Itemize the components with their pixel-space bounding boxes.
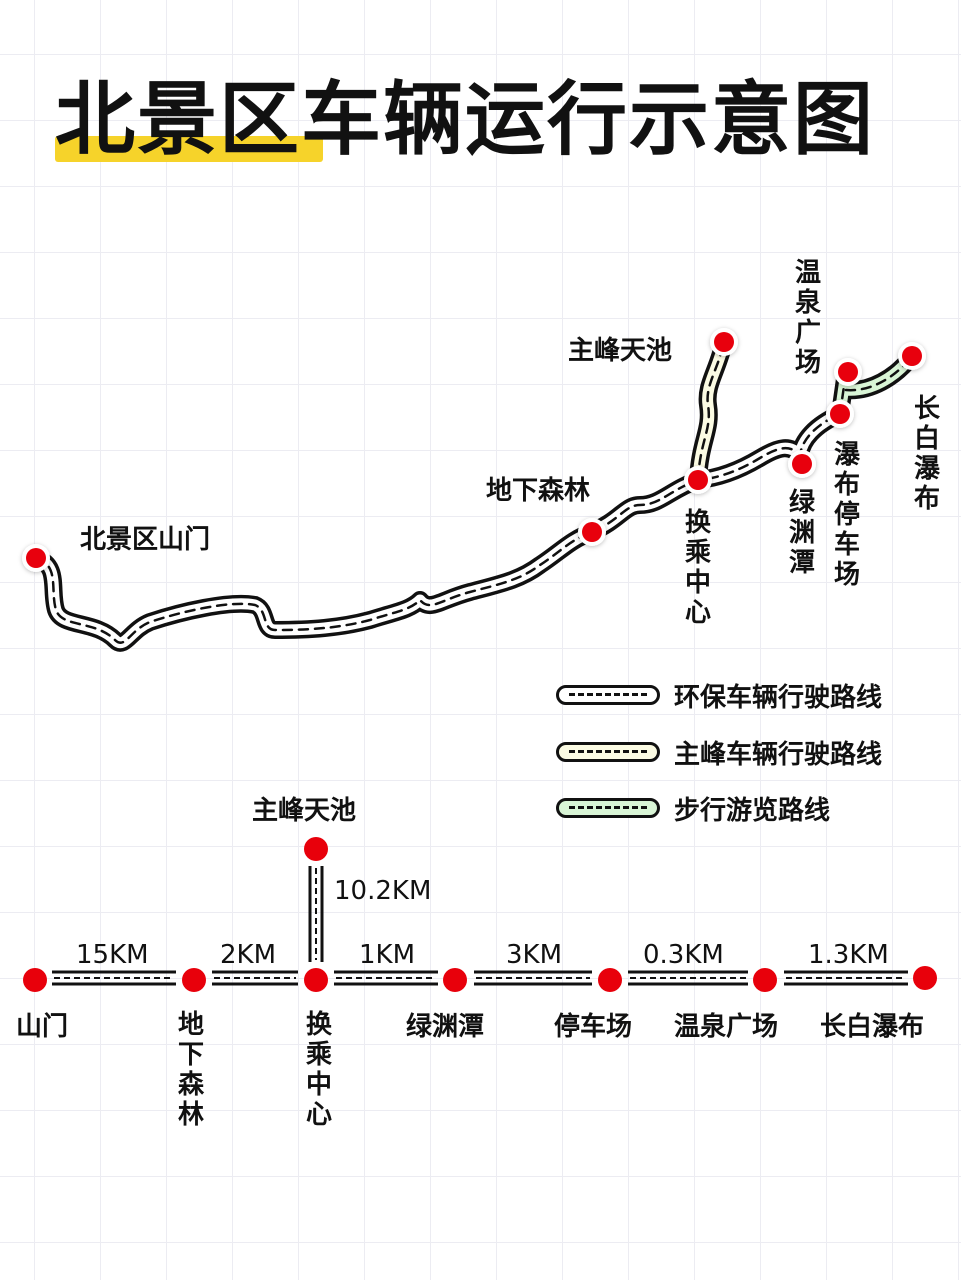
segment-distance: 1.3KM (808, 940, 889, 970)
station-dot[interactable] (753, 968, 777, 992)
label-waterfall-parking: 瀑布停车场 (833, 440, 860, 590)
segment (52, 866, 908, 986)
label-hot-spring-plaza: 温泉广场 (794, 258, 821, 378)
segment-distance: 15KM (76, 940, 149, 970)
station-dot[interactable] (913, 966, 937, 990)
title-highlight (55, 136, 323, 162)
station-dot[interactable] (304, 968, 328, 992)
station-dot[interactable] (598, 968, 622, 992)
station-dot[interactable] (23, 968, 47, 992)
legend-item-eco: 环保车辆行驶路线 (556, 680, 882, 713)
eco-route (27, 405, 849, 652)
segment-distance: 1KM (359, 940, 416, 970)
linear-diagram (52, 866, 908, 986)
label-transfer-center: 换乘中心 (684, 508, 711, 628)
label-changbai-waterfall: 长白瀑布 (913, 394, 940, 514)
eco-route-swatch-icon (556, 685, 660, 705)
label-green-pool: 绿渊潭 (788, 488, 815, 578)
legend-item-walk: 步行游览路线 (556, 793, 830, 826)
label-main-peak: 主峰天池 (568, 336, 673, 366)
linear-label-transfer-center: 换乘中心 (305, 1010, 332, 1130)
segment-distance: 0.3KM (643, 940, 724, 970)
linear-label-gate: 山门 (16, 1012, 69, 1042)
linear-label-parking: 停车场 (554, 1012, 633, 1042)
linear-label-main-peak: 主峰天池 (252, 796, 357, 826)
walk-route-swatch-icon (556, 798, 660, 818)
label-north-gate: 北景区山门 (80, 525, 211, 555)
linear-label-green-pool: 绿渊潭 (406, 1012, 485, 1042)
branch-distance: 10.2KM (334, 876, 432, 906)
linear-stations (23, 837, 937, 992)
page-title: 北景区车辆运行示意图 (55, 73, 875, 166)
linear-label-changbai-waterfall: 长白瀑布 (820, 1012, 925, 1042)
segment-distance: 3KM (506, 940, 563, 970)
linear-label-underground-forest: 地下森林 (177, 1010, 204, 1130)
label-underground-forest: 地下森林 (486, 476, 591, 506)
title-block: 北景区车辆运行示意图 (55, 70, 875, 170)
peak-route-swatch-icon (556, 742, 660, 762)
segment-distance: 2KM (220, 940, 277, 970)
map-stations (22, 328, 926, 572)
linear-label-hot-spring: 温泉广场 (674, 1012, 779, 1042)
peak-route (689, 333, 733, 489)
legend-item-peak: 主峰车辆行驶路线 (556, 737, 882, 770)
station-dot[interactable] (182, 968, 206, 992)
station-dot[interactable] (443, 968, 467, 992)
station-dot[interactable] (304, 837, 328, 861)
